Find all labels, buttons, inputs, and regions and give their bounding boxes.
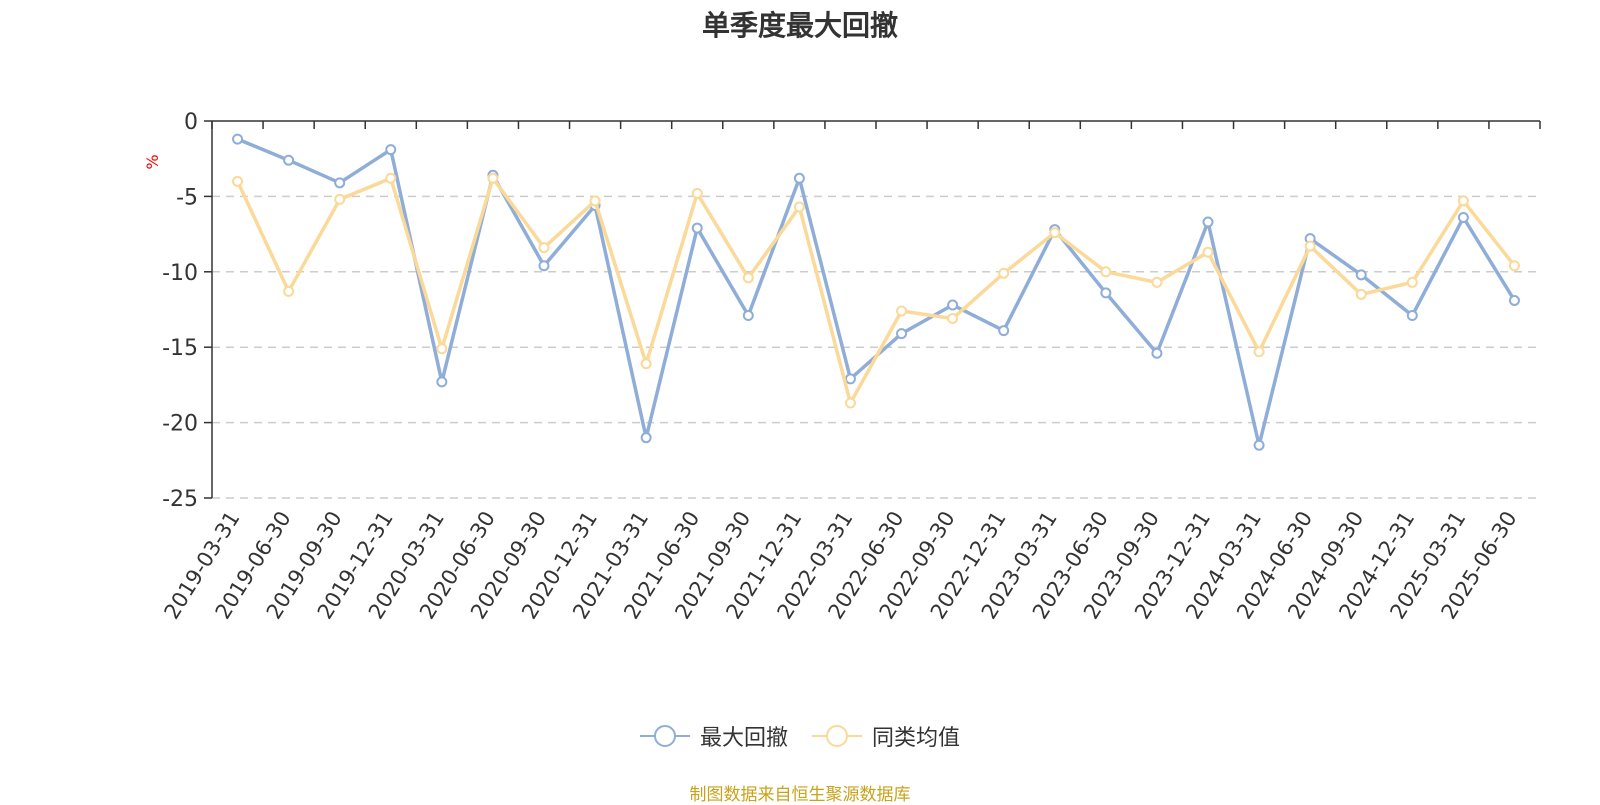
data-point[interactable] — [691, 187, 703, 199]
y-tick-label: -10 — [162, 261, 198, 286]
data-point[interactable] — [1355, 269, 1367, 281]
data-point[interactable] — [1253, 346, 1265, 358]
data-point[interactable] — [1049, 227, 1061, 239]
legend-item-series1[interactable]: 最大回撤 — [639, 720, 788, 752]
data-point[interactable] — [998, 325, 1010, 337]
data-point[interactable] — [436, 343, 448, 355]
data-point[interactable] — [283, 285, 295, 297]
data-point[interactable] — [844, 397, 856, 409]
data-point[interactable] — [793, 201, 805, 213]
data-point[interactable] — [742, 272, 754, 284]
chart-title: 单季度最大回撤 — [701, 9, 898, 42]
series-line-2 — [235, 176, 1516, 405]
data-point[interactable] — [232, 175, 244, 187]
data-point[interactable] — [793, 172, 805, 184]
y-tick-label: -20 — [162, 412, 198, 437]
series-2 — [232, 172, 1520, 409]
data-point[interactable] — [640, 432, 652, 444]
data-point[interactable] — [1151, 276, 1163, 288]
legend-marker-series1-icon — [639, 725, 690, 747]
data-point[interactable] — [283, 154, 295, 166]
series-layer — [232, 133, 1520, 451]
y-tick-label: -15 — [162, 336, 198, 361]
legend-label-series2: 同类均值 — [872, 726, 961, 751]
y-axis-unit: % — [143, 154, 162, 169]
data-point[interactable] — [1151, 347, 1163, 359]
data-point[interactable] — [1253, 439, 1265, 451]
series-line-1 — [236, 137, 1516, 447]
legend-marker-series2-icon — [812, 725, 862, 747]
data-point[interactable] — [844, 373, 856, 385]
data-point[interactable] — [1304, 240, 1316, 252]
data-point[interactable] — [896, 305, 908, 317]
data-point[interactable] — [538, 260, 550, 272]
data-point[interactable] — [385, 172, 397, 184]
data-point[interactable] — [1202, 246, 1214, 258]
data-point[interactable] — [589, 195, 601, 207]
data-point[interactable] — [385, 144, 397, 156]
data-point[interactable] — [998, 267, 1010, 279]
y-tick-label: -25 — [162, 487, 198, 512]
y-tick-label: 0 — [184, 110, 198, 135]
legend-label-series1: 最大回撤 — [699, 726, 788, 751]
legend: 最大回撤 同类均值 — [0, 720, 1600, 752]
data-point[interactable] — [1100, 287, 1112, 299]
data-point[interactable] — [334, 177, 346, 189]
data-point[interactable] — [1100, 266, 1112, 278]
y-tick-label: -5 — [176, 185, 198, 210]
data-point[interactable] — [640, 358, 652, 370]
data-point[interactable] — [1508, 294, 1520, 306]
data-point[interactable] — [436, 376, 448, 388]
data-point[interactable] — [1457, 195, 1469, 207]
data-point[interactable] — [896, 328, 908, 340]
data-point[interactable] — [742, 310, 754, 322]
source-note: 制图数据来自恒生聚源数据库 — [689, 785, 911, 805]
data-point[interactable] — [1508, 260, 1520, 272]
data-point[interactable] — [947, 313, 959, 325]
data-point[interactable] — [487, 172, 499, 184]
data-point[interactable] — [1355, 288, 1367, 300]
data-point[interactable] — [947, 299, 959, 311]
data-point[interactable] — [1406, 310, 1418, 322]
data-point[interactable] — [1406, 276, 1418, 288]
data-point[interactable] — [334, 193, 346, 205]
data-point[interactable] — [232, 133, 244, 145]
data-point[interactable] — [538, 242, 550, 254]
data-point[interactable] — [691, 222, 703, 234]
data-point[interactable] — [1202, 216, 1214, 228]
data-point[interactable] — [1457, 212, 1469, 224]
legend-item-series2[interactable]: 同类均值 — [812, 720, 960, 752]
line-chart: 0-5-10-15-20-25%2019-03-312019-06-302019… — [143, 110, 1541, 623]
grid-layer — [212, 195, 1540, 499]
